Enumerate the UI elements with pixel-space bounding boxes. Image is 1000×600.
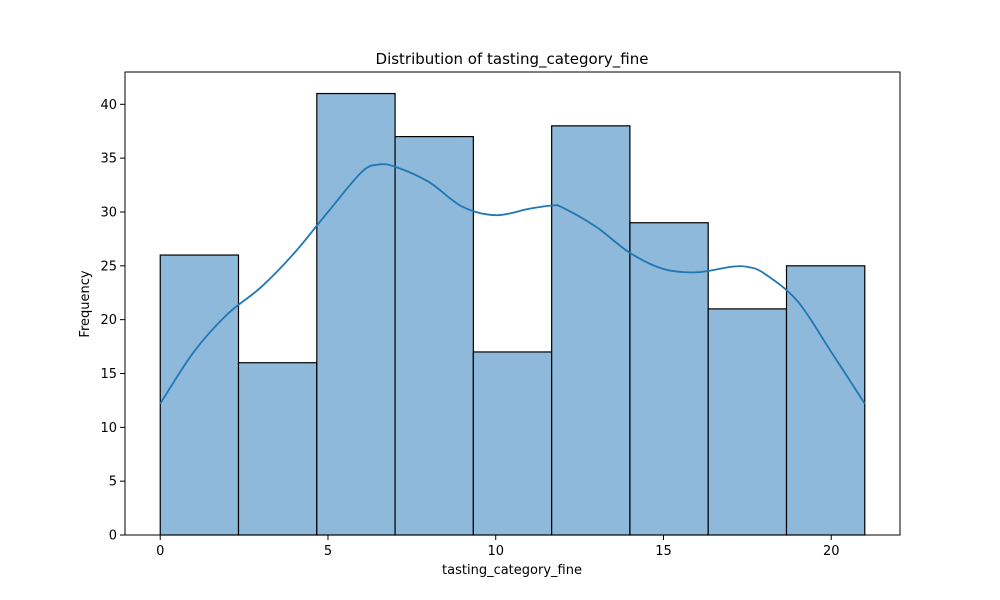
histogram-bar (707, 308, 788, 536)
y-tick-label: 5 (109, 475, 117, 490)
histogram-bar (237, 362, 318, 536)
kde-line (159, 163, 866, 405)
x-axis-ticks: 0 5 10 15 20 (156, 535, 839, 559)
y-tick-label: 15 (100, 367, 117, 382)
y-tick-label: 30 (100, 205, 117, 220)
histogram-bar (472, 351, 553, 536)
histogram-bar (785, 265, 866, 536)
y-axis-ticks: 0 5 10 15 20 25 30 35 40 (100, 98, 125, 544)
y-tick-label: 20 (100, 313, 117, 328)
y-tick-label: 0 (109, 529, 117, 544)
histogram-bar (394, 136, 474, 536)
x-tick-label: 15 (655, 544, 672, 559)
x-tick-label: 5 (324, 544, 332, 559)
x-tick-label: 10 (487, 544, 504, 559)
x-axis-label: tasting_category_fine (442, 563, 582, 578)
chart-title: Distribution of tasting_category_fine (376, 50, 649, 69)
histogram-bar (629, 222, 709, 536)
y-tick-label: 35 (100, 152, 117, 167)
histogram-bar (159, 254, 240, 536)
y-tick-label: 25 (100, 259, 117, 274)
y-tick-label: 10 (100, 421, 117, 436)
plot-area-frame (124, 71, 901, 536)
histogram-bars (159, 92, 866, 536)
histogram-bar (551, 125, 631, 536)
histogram-bar (316, 92, 396, 536)
y-axis-label: Frequency (78, 270, 93, 337)
y-tick-label: 40 (100, 98, 117, 113)
x-tick-label: 20 (823, 544, 840, 559)
x-tick-label: 0 (156, 544, 164, 559)
